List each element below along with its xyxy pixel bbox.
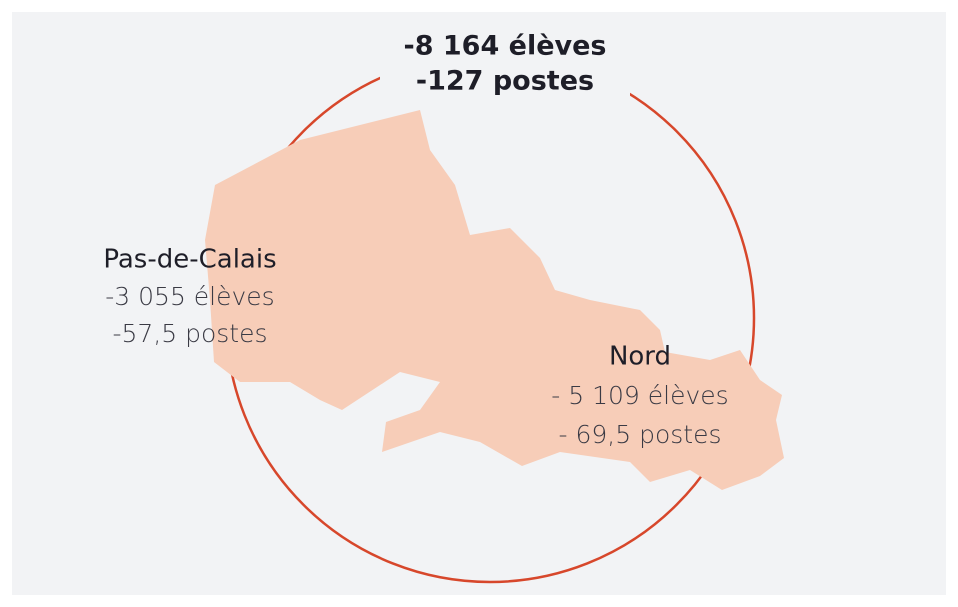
region-students: - 5 109 élèves	[551, 381, 728, 410]
region-posts: - 69,5 postes	[559, 420, 722, 449]
total-posts: -127 postes	[416, 66, 594, 97]
region-students: -3 055 élèves	[105, 282, 274, 311]
region-name: Nord	[609, 342, 671, 372]
region-name: Pas-de-Calais	[103, 245, 276, 275]
region-map	[205, 110, 784, 490]
total-students: -8 164 élèves	[403, 31, 606, 62]
title-backdrop	[380, 20, 630, 100]
region-posts: -57,5 postes	[112, 319, 267, 348]
